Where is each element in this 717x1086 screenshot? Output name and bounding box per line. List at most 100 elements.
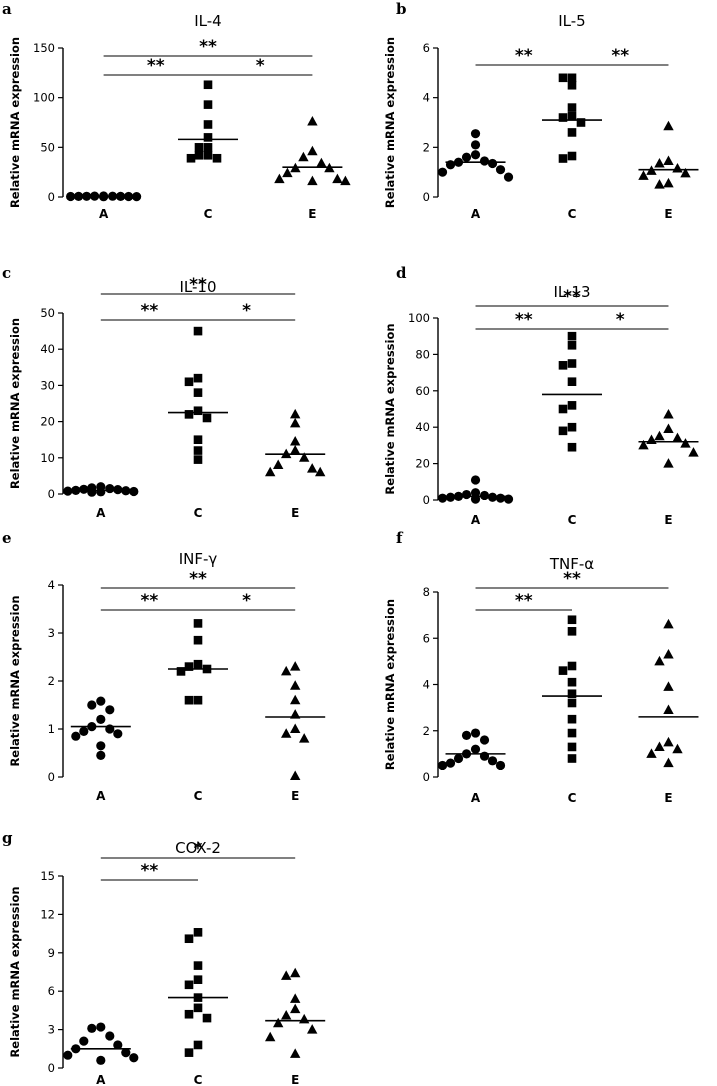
data-point-c: [558, 361, 568, 370]
data-point-c: [203, 150, 213, 160]
data-point-e: [680, 438, 691, 448]
x-category-label: A: [96, 506, 106, 520]
data-point-a: [105, 1031, 115, 1041]
significance-label: **: [141, 591, 159, 611]
data-point-e: [290, 436, 301, 446]
data-point-a: [132, 192, 142, 202]
data-point-c: [184, 1009, 194, 1019]
y-tick-label: 3: [48, 626, 55, 640]
data-point-e: [307, 463, 318, 473]
y-tick-label: 2: [423, 724, 430, 738]
data-point-c: [193, 373, 203, 383]
data-point-a: [96, 696, 106, 706]
data-point-e: [281, 1010, 292, 1020]
data-point-c: [202, 1013, 212, 1023]
data-point-e: [290, 1003, 301, 1014]
data-point-a: [479, 490, 490, 501]
significance-label: *: [242, 591, 251, 611]
data-point-c: [567, 103, 577, 112]
data-point-e: [663, 408, 674, 419]
data-point-c: [567, 742, 577, 752]
significance-label: **: [563, 287, 581, 307]
data-point-a: [479, 156, 490, 166]
panel-label: g: [2, 829, 13, 847]
data-point-e: [281, 970, 292, 980]
data-point-e: [307, 145, 318, 156]
y-tick-label: 6: [48, 984, 55, 998]
data-point-e: [290, 770, 301, 781]
data-point-c: [203, 143, 213, 152]
data-point-e: [663, 177, 674, 188]
data-point-e: [290, 1048, 301, 1058]
significance-label: *: [256, 56, 265, 76]
data-point-a: [96, 1055, 106, 1065]
data-point-e: [663, 423, 674, 434]
x-category-label: E: [664, 513, 672, 527]
data-point-e: [663, 757, 674, 768]
data-point-c: [193, 635, 203, 645]
data-point-e: [273, 1017, 284, 1028]
data-point-e: [316, 157, 327, 168]
data-point-a: [470, 129, 481, 139]
data-point-e: [663, 155, 674, 165]
data-point-e: [290, 967, 301, 978]
data-point-c: [567, 728, 577, 738]
x-category-label: E: [664, 791, 672, 805]
data-point-c: [194, 143, 204, 152]
data-point-c: [184, 662, 194, 671]
data-point-c: [567, 698, 577, 708]
data-point-e: [672, 162, 683, 173]
y-tick-label: 50: [40, 306, 55, 320]
data-point-a: [495, 493, 506, 503]
significance-label: **: [515, 591, 533, 611]
significance-label: **: [147, 56, 165, 76]
y-tick-label: 4: [423, 678, 430, 692]
y-tick-label: 40: [415, 420, 430, 434]
data-point-e: [646, 748, 657, 758]
data-point-e: [654, 741, 665, 751]
data-point-e: [307, 1024, 318, 1034]
data-point-c: [184, 695, 194, 705]
data-point-a: [495, 165, 506, 175]
significance-label: **: [199, 37, 217, 57]
data-point-c: [567, 377, 577, 386]
chart-title: IL-5: [558, 12, 585, 30]
data-point-a: [105, 483, 115, 494]
y-tick-label: 100: [408, 311, 430, 325]
data-point-a: [487, 492, 498, 502]
data-point-e: [299, 733, 310, 743]
data-point-c: [193, 659, 203, 669]
data-point-c: [193, 435, 203, 444]
data-point-e: [290, 694, 301, 705]
data-point-c: [567, 73, 577, 83]
data-point-e: [290, 661, 301, 671]
y-tick-label: 0: [423, 493, 430, 507]
data-point-c: [203, 133, 213, 142]
data-point-c: [193, 388, 203, 397]
significance-label: *: [194, 839, 203, 859]
data-point-e: [663, 120, 674, 131]
data-point-e: [332, 173, 343, 184]
data-point-a: [461, 489, 472, 500]
data-point-a: [96, 741, 106, 751]
y-axis-label: Relative mRNA expression: [8, 595, 22, 766]
x-category-label: C: [568, 791, 577, 805]
data-point-a: [63, 486, 73, 496]
data-point-a: [479, 751, 490, 761]
data-point-e: [654, 157, 665, 168]
data-point-a: [470, 150, 481, 160]
data-point-c: [558, 404, 568, 414]
data-point-e: [315, 466, 326, 477]
x-category-label: C: [194, 789, 203, 803]
data-point-e: [290, 445, 301, 455]
data-point-c: [193, 455, 203, 464]
x-category-label: E: [308, 207, 316, 221]
data-point-c: [567, 627, 577, 636]
chart-title: COX-2: [175, 839, 221, 857]
data-point-e: [654, 655, 665, 666]
data-point-e: [290, 417, 301, 428]
data-point-e: [672, 743, 683, 754]
chart-panel-a: a IL-4 Relative mRNA expression 0 50 100 150 A C…: [2, 0, 351, 221]
x-category-label: A: [471, 791, 481, 805]
chart-panel-g: g COX-2 Relative mRNA expression 0 3 6 9 12 15 A C…: [2, 829, 326, 1086]
